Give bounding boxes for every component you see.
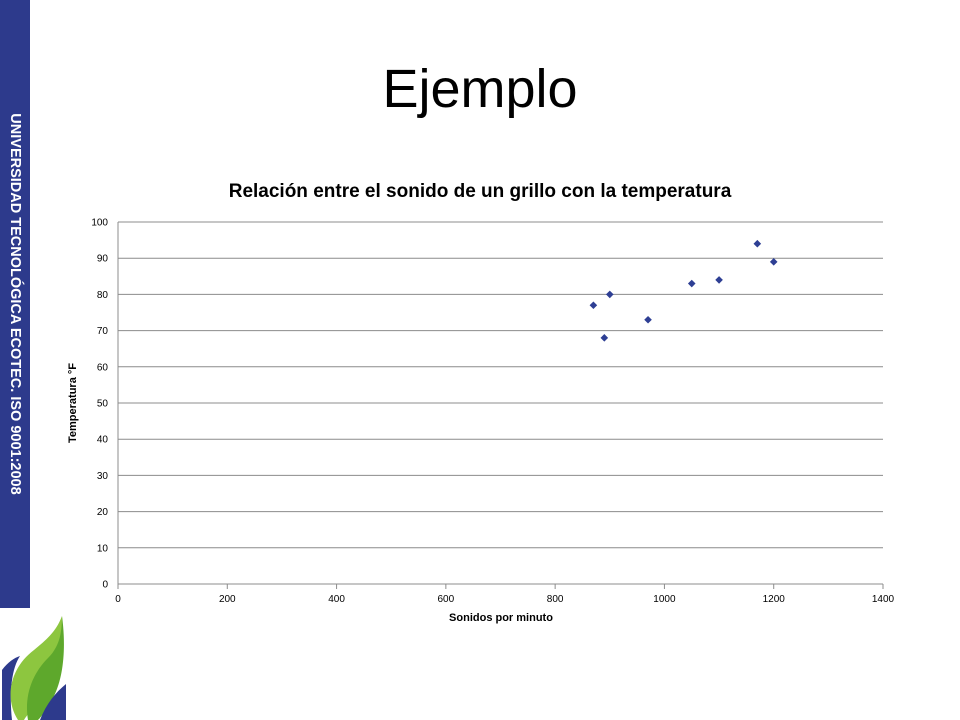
y-tick-label: 30 <box>97 471 109 482</box>
y-tick-label: 10 <box>97 543 109 554</box>
x-tick-label: 800 <box>547 594 564 605</box>
ecotec-leaf-logo-icon <box>2 616 66 720</box>
data-point <box>753 239 762 248</box>
x-tick-label: 200 <box>219 594 236 605</box>
x-tick-label: 0 <box>115 594 121 605</box>
data-point <box>715 276 723 284</box>
y-tick-label: 40 <box>97 435 109 446</box>
y-tick-label: 20 <box>97 507 109 518</box>
data-point <box>769 258 778 266</box>
chart-title: Relación entre el sonido de un grillo co… <box>228 181 732 202</box>
y-tick-label: 60 <box>97 362 109 373</box>
y-tick-label: 0 <box>102 580 108 591</box>
y-axis-label: Temperatura °F <box>67 363 79 443</box>
x-tick-label: 600 <box>438 594 455 605</box>
y-tick-label: 50 <box>97 399 109 410</box>
x-tick-label: 1200 <box>763 594 786 605</box>
x-tick-label: 1000 <box>653 594 676 605</box>
slide-title: Ejemplo <box>382 59 578 119</box>
y-tick-label: 90 <box>97 254 109 265</box>
x-tick-label: 1400 <box>872 594 895 605</box>
data-point <box>589 301 598 310</box>
x-axis-label: Sonidos por minuto <box>449 612 553 624</box>
data-point <box>600 334 609 342</box>
data-point <box>605 290 614 299</box>
y-tick-label: 80 <box>97 290 109 301</box>
data-point <box>644 315 652 324</box>
side-bar: UNIVERSIDAD TECNOLÓGICA ECOTEC. ISO 9001… <box>0 0 30 608</box>
y-tick-label: 70 <box>97 326 109 337</box>
y-tick-label: 100 <box>91 218 108 229</box>
data-point <box>687 279 696 288</box>
x-tick-label: 400 <box>328 594 345 605</box>
